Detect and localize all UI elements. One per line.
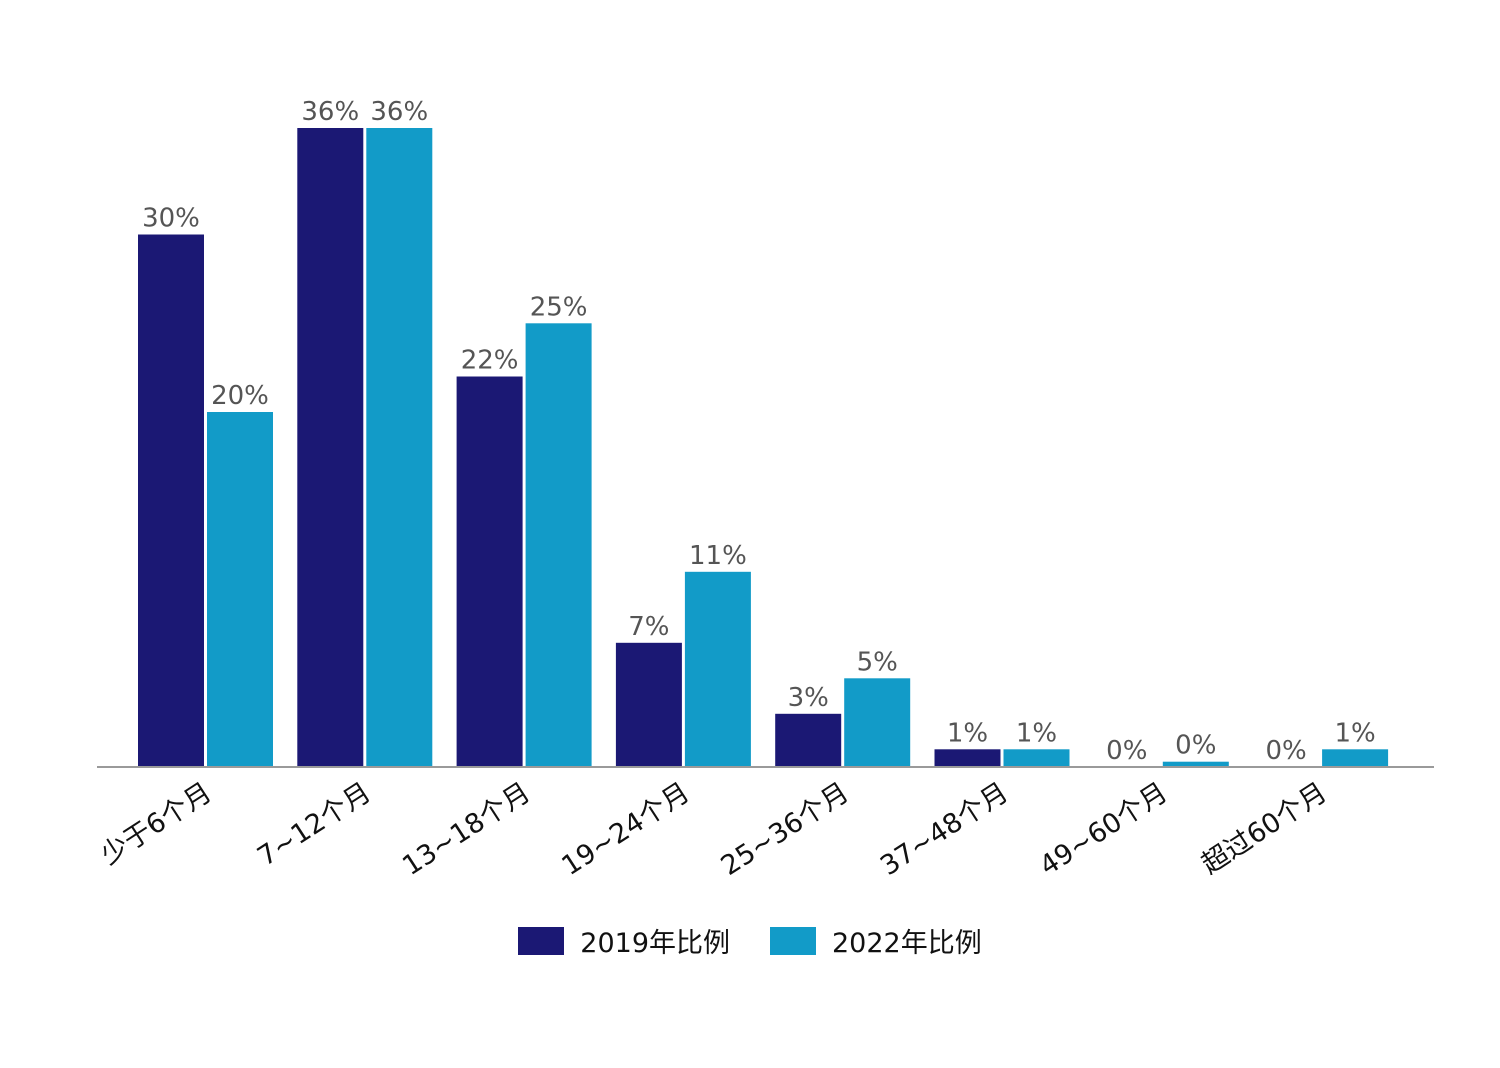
legend-item-2019: 2019年比例 <box>518 921 730 960</box>
bar-2022-6 <box>1162 761 1229 767</box>
x-tick-label-0: 少于6个月 <box>95 777 217 871</box>
data-label-2022-0: 20% <box>211 381 269 411</box>
bar-2022-1 <box>366 128 433 767</box>
data-label-2019-2: 22% <box>461 346 519 376</box>
data-label-2019-1: 36% <box>301 97 359 127</box>
legend: 2019年比例 2022年比例 <box>0 921 1500 960</box>
bar-2019-0 <box>138 234 204 767</box>
data-label-2019-3: 7% <box>628 612 669 642</box>
bar-2022-5 <box>1003 749 1070 768</box>
bar-2022-0 <box>207 412 273 767</box>
x-tick-label-5: 37~48个月 <box>875 777 1014 882</box>
legend-item-2022: 2022年比例 <box>770 921 982 960</box>
data-label-2022-5: 1% <box>1016 718 1057 748</box>
x-tick-label-4: 25~36个月 <box>716 777 855 882</box>
data-label-2019-0: 30% <box>142 204 200 234</box>
legend-label-2022: 2022年比例 <box>832 928 982 959</box>
data-label-2022-2: 25% <box>530 292 588 322</box>
bar-2022-7 <box>1322 749 1389 768</box>
bar-2019-3 <box>615 642 682 768</box>
legend-label-2019: 2019年比例 <box>580 928 730 959</box>
bar-2022-2 <box>525 323 592 768</box>
data-label-2019-4: 3% <box>788 683 829 713</box>
x-tick-label-6: 49~60个月 <box>1034 777 1173 882</box>
data-label-2022-6: 0% <box>1175 731 1216 761</box>
data-label-2022-3: 11% <box>689 541 747 571</box>
bar-2019-2 <box>456 376 523 767</box>
bar-2019-1 <box>297 128 364 767</box>
data-label-2019-5: 1% <box>947 718 988 748</box>
data-label-2022-1: 36% <box>370 97 428 127</box>
bar-2019-4 <box>775 713 842 768</box>
data-label-2022-4: 5% <box>857 647 898 677</box>
x-tick-label-7: 超过60个月 <box>1196 777 1332 881</box>
x-tick-label-1: 7~12个月 <box>252 777 376 873</box>
bar-2019-5 <box>934 749 1001 768</box>
legend-swatch-2019 <box>518 926 565 955</box>
x-tick-label-3: 19~24个月 <box>556 777 695 882</box>
data-label-2019-6: 0% <box>1106 736 1147 766</box>
legend-swatch-2022 <box>770 926 816 955</box>
bar-2022-3 <box>684 571 751 768</box>
data-label-2019-7: 0% <box>1265 736 1306 766</box>
x-tick-label-2: 13~18个月 <box>397 777 536 882</box>
data-label-2022-7: 1% <box>1334 718 1375 748</box>
bar-2022-4 <box>844 678 911 768</box>
